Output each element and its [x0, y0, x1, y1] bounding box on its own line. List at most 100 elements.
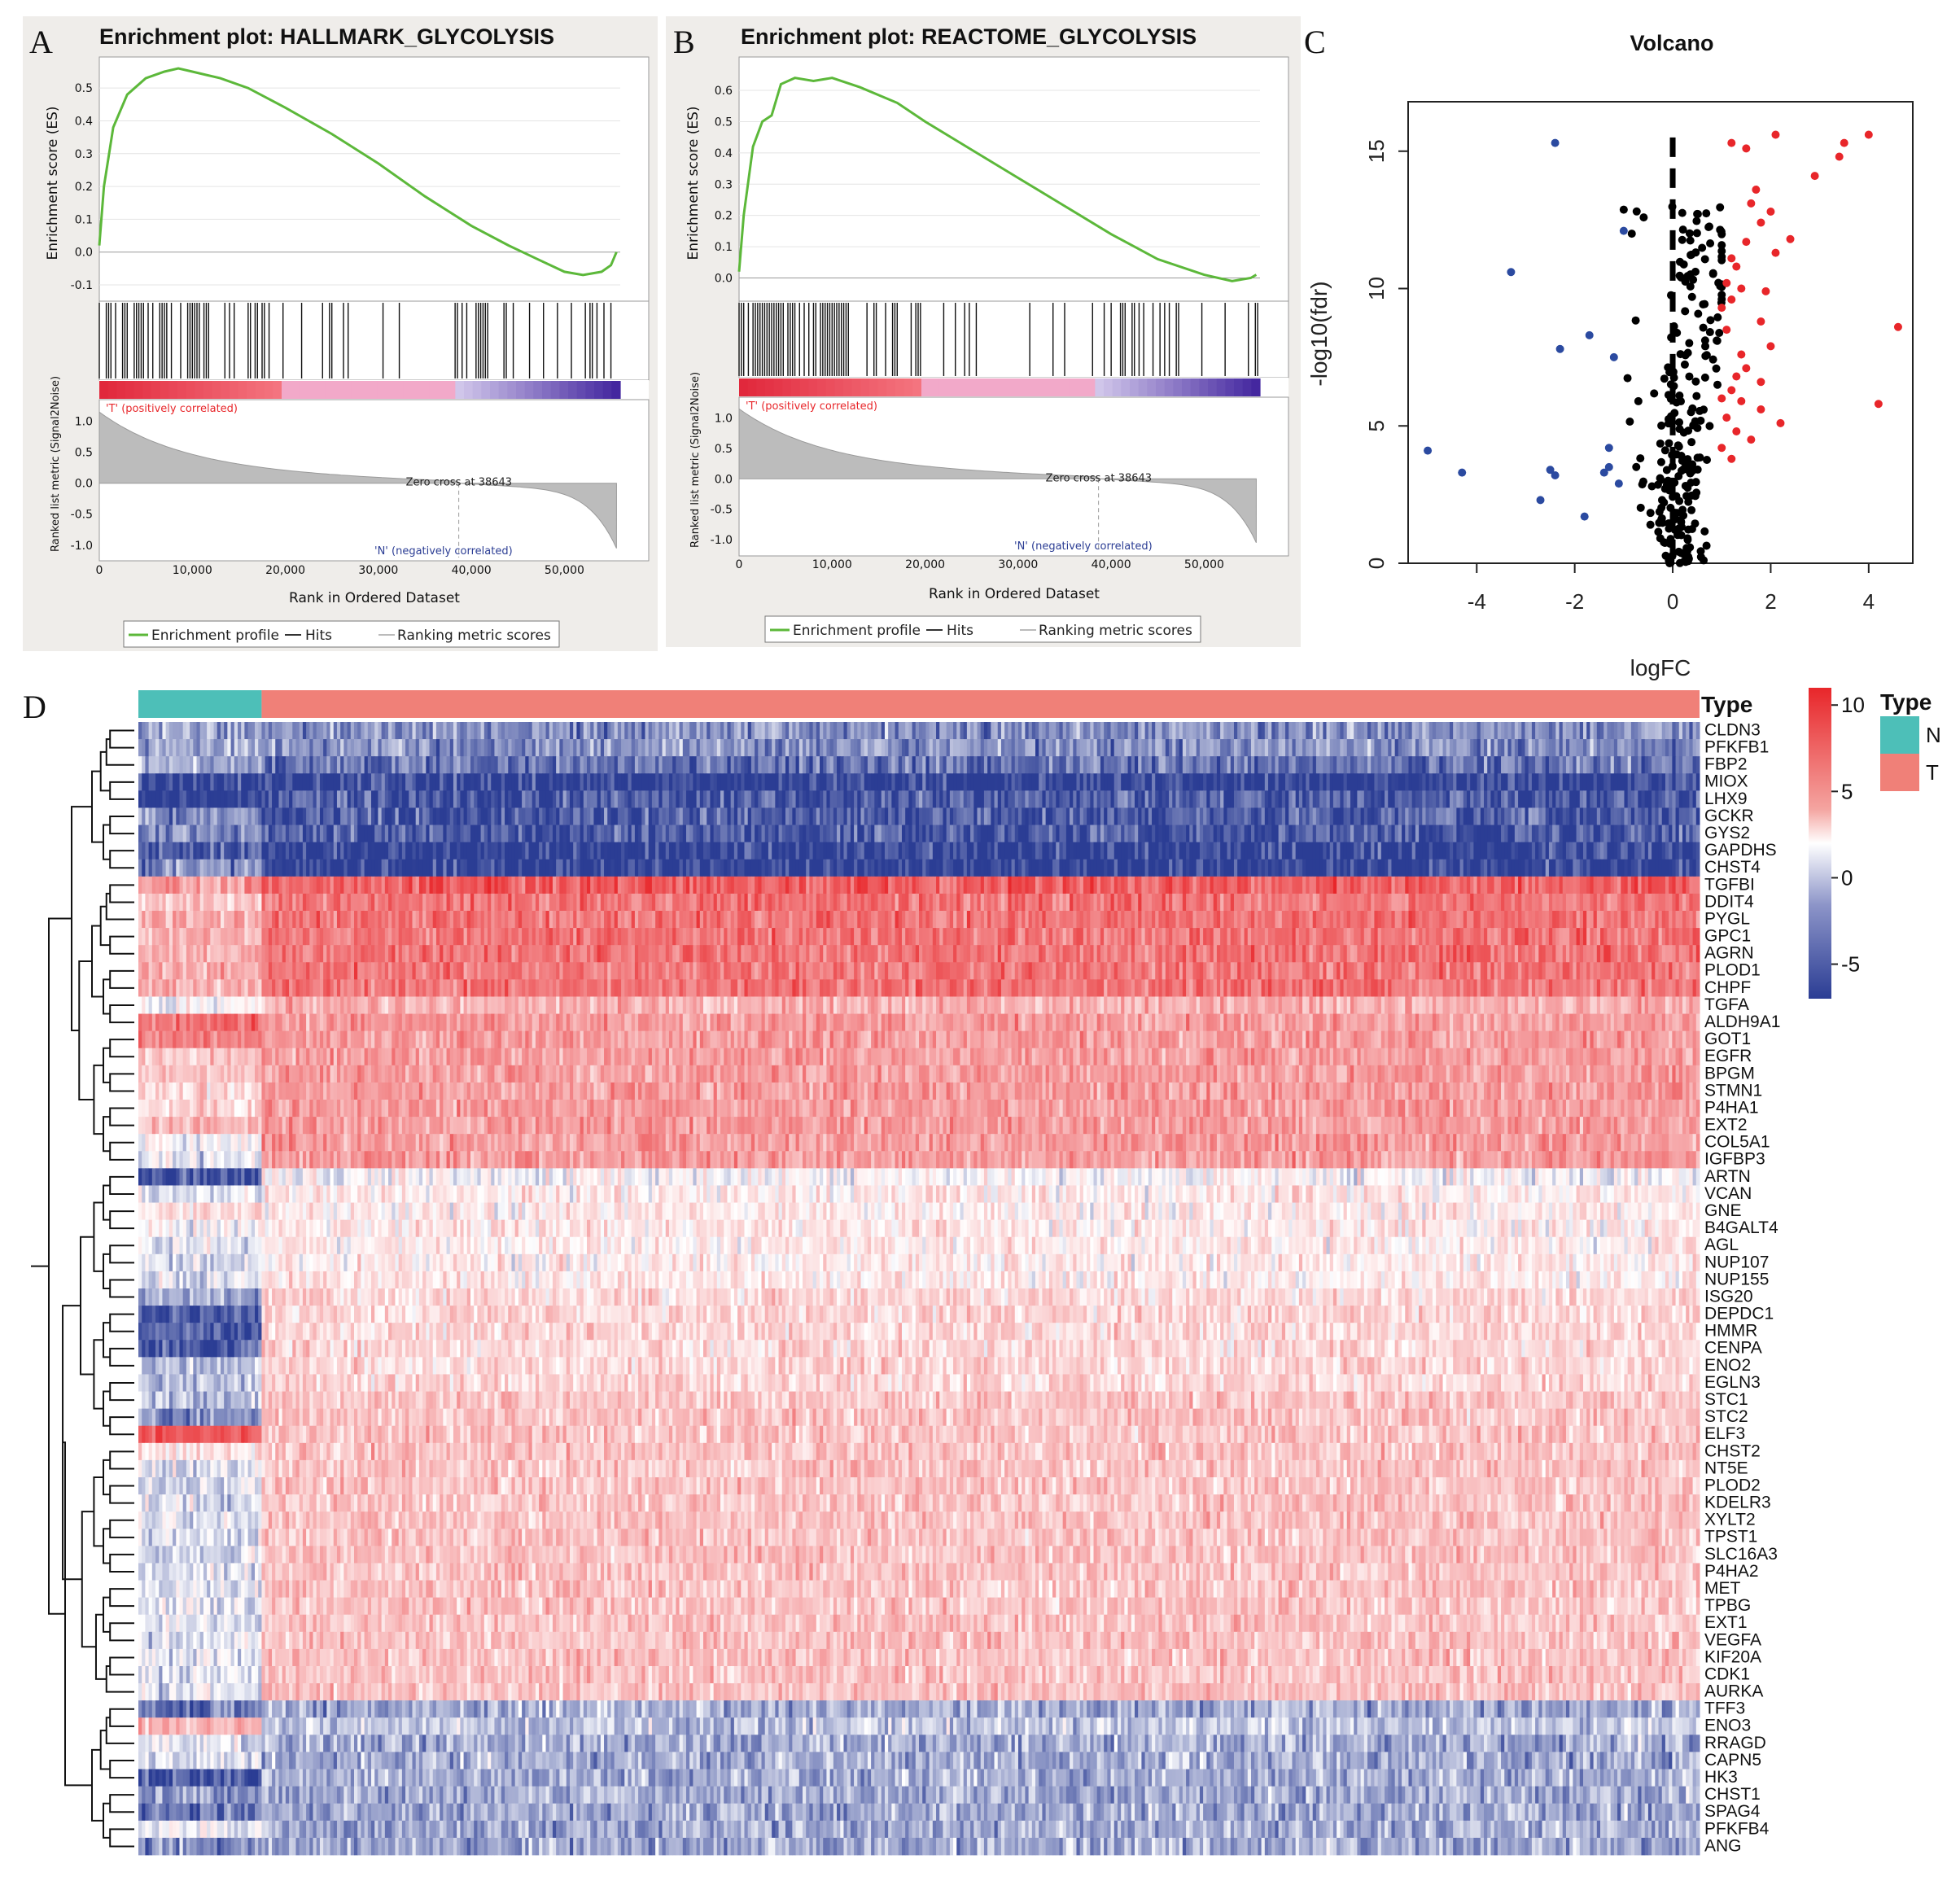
heatmap-cell [1247, 825, 1252, 843]
heatmap-cell [514, 739, 519, 757]
heatmap-cell [1113, 859, 1118, 877]
heatmap-cell [1514, 807, 1519, 825]
heatmap-cell [1573, 756, 1577, 774]
heatmap-cell [812, 859, 817, 877]
heatmap-cell [275, 756, 279, 774]
heatmap-cell [676, 722, 680, 740]
heatmap-cell [1093, 739, 1098, 757]
heatmap-cell [716, 807, 721, 825]
heatmap-cell [1658, 739, 1663, 757]
heatmap-cell [1113, 842, 1118, 860]
heatmap-cell [915, 790, 920, 808]
heatmap-cell [1630, 859, 1635, 877]
heatmap-cell [1504, 807, 1508, 825]
heatmap-cell [1603, 790, 1608, 808]
heatmap-cell [1182, 722, 1187, 740]
heatmap-cell [1672, 756, 1677, 774]
heatmap-cell [672, 825, 676, 843]
heatmap-cell [1113, 790, 1118, 808]
heatmap-cell [1309, 859, 1314, 877]
heatmap-cell [1206, 859, 1211, 877]
heatmap-cell [693, 739, 698, 757]
heatmap-cell [1141, 790, 1146, 808]
heatmap-cell [1552, 756, 1556, 774]
heatmap-cell [994, 739, 999, 757]
heatmap-cell [559, 739, 564, 757]
heatmap-cell [843, 859, 848, 877]
heatmap-cell [617, 825, 622, 843]
panel-c-up-point-15 [1732, 262, 1741, 271]
heatmap-cell [1590, 842, 1595, 860]
heatmap-cell [1192, 842, 1197, 860]
heatmap-cell [1422, 722, 1427, 740]
heatmap-cell [953, 773, 957, 791]
heatmap-cell [1552, 807, 1556, 825]
heatmap-cell [401, 825, 406, 843]
heatmap-cell [1504, 842, 1508, 860]
heatmap-cell [569, 807, 574, 825]
heatmap-cell [1162, 790, 1166, 808]
heatmap-cell [371, 876, 375, 895]
heatmap-cell [182, 842, 187, 860]
heatmap-cell [1405, 739, 1409, 757]
heatmap-cell [778, 859, 783, 877]
heatmap-cell [682, 807, 687, 825]
heatmap-cell [371, 722, 375, 740]
heatmap-cell [429, 739, 434, 757]
heatmap-cell [1525, 790, 1529, 808]
heatmap-cell [1432, 842, 1437, 860]
heatmap-cell [737, 790, 742, 808]
heatmap-cell [213, 722, 218, 740]
heatmap-cell [1586, 807, 1590, 825]
heatmap-cell [1603, 842, 1608, 860]
heatmap-cell [764, 807, 769, 825]
heatmap-cell [1175, 790, 1180, 808]
heatmap-cell [812, 807, 817, 825]
heatmap-cell [477, 790, 482, 808]
heatmap-cell [676, 859, 680, 877]
heatmap-cell [812, 790, 817, 808]
heatmap-cell [792, 722, 797, 740]
heatmap-cell [1288, 859, 1293, 877]
heatmap-cell [168, 722, 173, 740]
heatmap-cell [1695, 859, 1700, 877]
heatmap-cell [1367, 739, 1372, 757]
heatmap-cell [987, 807, 991, 825]
heatmap-cell [1278, 825, 1283, 843]
heatmap-cell [919, 722, 923, 740]
heatmap-cell [1388, 842, 1392, 860]
heatmap-cell [583, 842, 588, 860]
heatmap-cell [1309, 739, 1314, 757]
heatmap-cell [641, 807, 646, 825]
heatmap-cell [1271, 756, 1275, 774]
heatmap-cell [1206, 773, 1211, 791]
heatmap-cell [1213, 756, 1218, 774]
heatmap-cell [518, 773, 523, 791]
heatmap-cell [1586, 722, 1590, 740]
heatmap-cell [1319, 722, 1323, 740]
heatmap-cell [477, 773, 482, 791]
heatmap-cell [1596, 859, 1601, 877]
a-x-tick-0: 0 [96, 564, 103, 577]
heatmap-cell [977, 790, 982, 808]
heatmap-cell [867, 842, 872, 860]
heatmap-cell [583, 825, 588, 843]
heatmap-cell [313, 825, 317, 843]
heatmap-cell [604, 807, 608, 825]
heatmap-cell [155, 859, 160, 877]
heatmap-cell [758, 739, 763, 757]
heatmap-cell [953, 859, 957, 877]
heatmap-cell [1127, 807, 1132, 825]
heatmap-cell [415, 790, 420, 808]
heatmap-cell [173, 825, 177, 843]
a-rankbar-seg-22 [290, 381, 300, 399]
heatmap-cell [1025, 807, 1030, 825]
heatmap-cell [1548, 859, 1553, 877]
heatmap-cell [1621, 722, 1625, 740]
heatmap-cell [1134, 773, 1139, 791]
heatmap-cell [440, 773, 444, 791]
heatmap-cell [768, 756, 772, 774]
heatmap-cell [638, 790, 642, 808]
heatmap-cell [590, 790, 594, 808]
heatmap-cell [1189, 842, 1193, 860]
